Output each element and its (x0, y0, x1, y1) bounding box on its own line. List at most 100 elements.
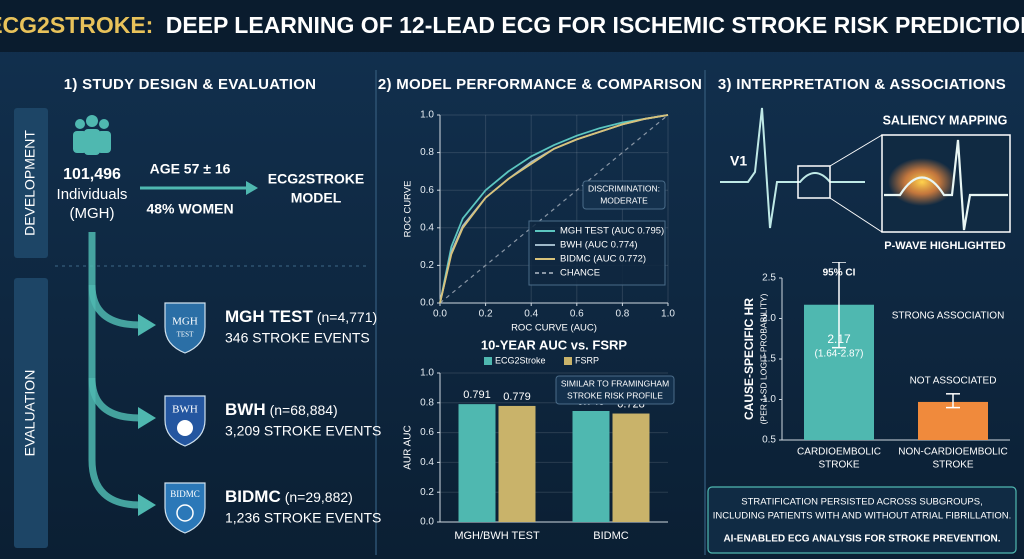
x-tick-label: NON-CARDIOEMBOLIC (898, 447, 1007, 458)
x-tick-label: STROKE (818, 460, 859, 471)
value-label: 0.779 (503, 391, 531, 403)
y-tick-label: 0.8 (420, 397, 434, 408)
evaluation-band (14, 278, 48, 548)
arrow-head (246, 181, 258, 195)
cohort-title: MGH TEST (225, 307, 313, 326)
cohort-name: BIDMC (n=29,882) (225, 487, 353, 506)
y-tick-label: 0.4 (420, 222, 434, 233)
legend-swatch (564, 357, 572, 365)
tree (88, 232, 141, 509)
x-tick-label: BIDMC (593, 530, 629, 542)
summary-line: INCLUDING PATIENTS WITH AND WITHOUT ATRI… (713, 511, 1012, 522)
ecg-trace (720, 107, 865, 229)
x-tick-label: 1.0 (661, 309, 675, 320)
annotation: DISCRIMINATION: (588, 183, 660, 193)
panel-heading: 3) INTERPRETATION & ASSOCIATIONS (718, 76, 1006, 93)
count: 101,496 (63, 166, 121, 183)
bar (498, 405, 536, 522)
y-tick-label: 0.2 (420, 487, 434, 498)
cohort-n: (n=68,884) (270, 402, 338, 418)
x-tick-label: 0.8 (615, 309, 629, 320)
logo: BWH (172, 404, 198, 416)
y-tick-label: 2.5 (762, 273, 776, 284)
legend-label: FSRP (575, 355, 599, 365)
panel-heading: 2) MODEL PERFORMANCE & COMPARISON (378, 76, 702, 93)
count-source: (MGH) (70, 205, 115, 222)
annotation: STROKE RISK PROFILE (567, 390, 663, 400)
x-tick-label: 0.6 (570, 309, 584, 320)
roc-line (439, 114, 669, 304)
legend-label: BWH (AUC 0.774) (560, 240, 638, 251)
pwave-label: P-WAVE HIGHLIGHTED (884, 240, 1005, 252)
logo: MGH (172, 316, 198, 328)
roc-line (439, 114, 669, 304)
x-tick-label: STROKE (932, 460, 973, 471)
y-tick-label: 1.0 (420, 110, 434, 121)
y-tick-label: 1.0 (420, 368, 434, 379)
x-tick-label: 0.2 (479, 309, 493, 320)
roc-line (439, 114, 669, 304)
y-axis-label: ROC CURVE (403, 181, 414, 238)
ci-title: 95% CI (823, 268, 856, 279)
title-text: DEEP LEARNING OF 12-LEAD ECG FOR ISCHEMI… (166, 12, 1024, 38)
y-tick-label: 0.5 (762, 435, 776, 446)
legend-label: CHANCE (560, 268, 600, 279)
x-tick-label: CARDIOEMBOLIC (797, 447, 881, 458)
y-tick-label: 0.6 (420, 185, 434, 196)
association-note: NOT ASSOCIATED (910, 376, 997, 387)
y-tick-label: 0.8 (420, 147, 434, 158)
tree-arrows (138, 314, 156, 516)
x-tick-label: 0.0 (433, 309, 447, 320)
title-band (0, 0, 1024, 52)
cohort-title: BIDMC (225, 487, 281, 506)
x-tick-label: 0.4 (524, 309, 538, 320)
y-tick-label: 0.2 (420, 260, 434, 271)
model-name: ECG2STROKE (268, 171, 364, 187)
cohort-n: (n=29,882) (285, 489, 353, 505)
tagline: AI-ENABLED ECG ANALYSIS FOR STROKE PREVE… (723, 534, 1000, 545)
association-note: STRONG ASSOCIATION (892, 311, 1005, 322)
bar (458, 404, 496, 522)
cohort-n: (n=4,771) (317, 309, 377, 325)
cohort-events: 346 STROKE EVENTS (225, 330, 370, 346)
women: 48% WOMEN (146, 201, 233, 217)
cohort-name: BWH (n=68,884) (225, 400, 338, 419)
summary-box (707, 486, 1017, 554)
page-title: ECG2STROKE: DEEP LEARNING OF 12-LEAD ECG… (0, 12, 1024, 38)
y-axis-note: (PER 1-SD LOGIT-PROBABILITY) (758, 293, 768, 424)
y-tick-label: 1.0 (762, 394, 776, 405)
annotation-box (582, 180, 666, 210)
development-band (14, 108, 48, 258)
y-tick-label: 0.0 (420, 298, 434, 309)
bar (572, 410, 610, 522)
logo-sub: TEST (177, 331, 194, 339)
legend-label: ECG2Stroke (495, 355, 546, 365)
evaluation-label: EVALUATION (22, 370, 38, 457)
y-axis-label: AUR AUC (403, 425, 414, 469)
shields (164, 302, 206, 534)
title-highlight: ECG2STROKE: (0, 12, 153, 38)
cohort-events: 3,209 STROKE EVENTS (225, 423, 381, 439)
cohort-title: BWH (225, 400, 266, 419)
chart-title: 10-YEAR AUC vs. FSRP (481, 337, 627, 352)
error-bar (832, 262, 846, 349)
age: AGE 57 ± 16 (150, 161, 231, 177)
x-axis-label: ROC CURVE (AUC) (511, 323, 597, 334)
panel-heading: 1) STUDY DESIGN & EVALUATION (64, 76, 317, 93)
summary-line: STRATIFICATION PERSISTED ACROSS SUBGROUP… (741, 497, 982, 508)
zoom-lines (829, 134, 883, 233)
annotation-box (555, 375, 675, 405)
legend-label: BIDMC (AUC 0.772) (560, 254, 646, 265)
bar (612, 413, 650, 522)
y-tick-label: 0.4 (420, 457, 434, 468)
y-tick-label: 1.5 (762, 354, 776, 365)
cohort-events: 1,236 STROKE EVENTS (225, 510, 381, 526)
lead-label: V1 (730, 153, 747, 169)
count-unit: Individuals (57, 186, 128, 203)
annotation: MODERATE (600, 195, 648, 205)
saliency-label: SALIENCY MAPPING (883, 113, 1008, 127)
saliency-glow (888, 158, 956, 206)
y-axis-label: CAUSE-SPECIFIC HR (742, 298, 756, 420)
